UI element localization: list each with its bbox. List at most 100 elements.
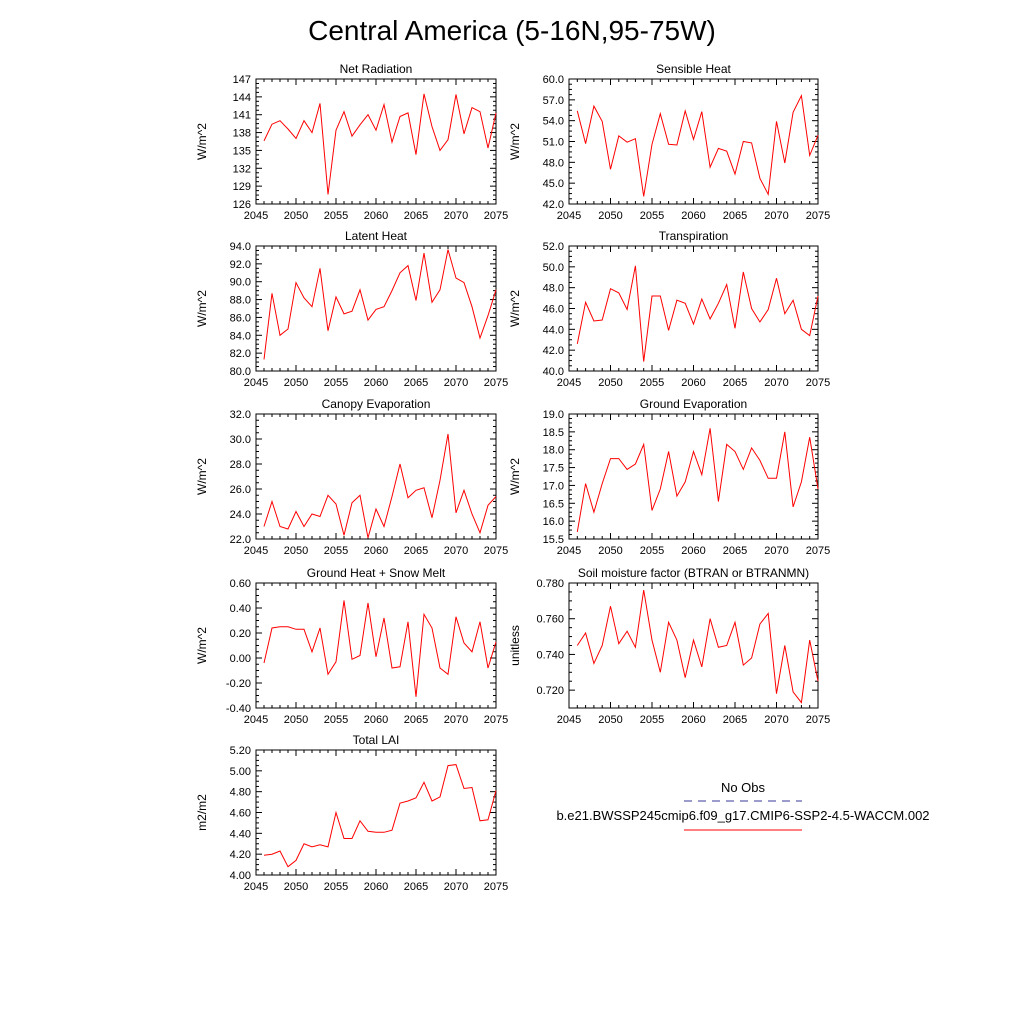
x-tick-label: 2065 (404, 210, 428, 222)
x-tick-label: 2075 (484, 714, 508, 726)
x-tick-label: 2065 (404, 714, 428, 726)
x-tick-label: 2060 (681, 545, 705, 557)
x-tick-label: 2060 (364, 714, 388, 726)
series-line (263, 93, 497, 195)
y-tick-label: 5.00 (230, 766, 251, 778)
legend-model-label: b.e21.BWSSP245cmip6.f09_g17.CMIP6-SSP2-4… (556, 808, 929, 823)
y-tick-label: 86.0 (230, 312, 251, 324)
y-tick-label: 15.5 (543, 534, 564, 546)
x-tick-label: 2055 (324, 377, 348, 389)
x-tick-label: 2055 (640, 545, 664, 557)
y-axis-label: W/m^2 (508, 458, 522, 495)
x-tick-label: 2070 (444, 210, 468, 222)
y-tick-label: 32.0 (230, 409, 251, 421)
y-tick-label: 0.720 (536, 685, 564, 697)
plot-frame (255, 78, 497, 205)
panel-8: Soil moisture factor (BTRAN or BTRANMN) u… (508, 566, 830, 726)
y-tick-label: 18.0 (543, 445, 564, 457)
y-axis-label: unitless (508, 625, 522, 666)
y-tick-label: 4.20 (230, 849, 251, 861)
plot-frame (568, 582, 819, 709)
y-tick-label: 4.00 (230, 870, 251, 882)
y-axis-label: W/m^2 (195, 627, 209, 664)
x-tick-label: 2060 (364, 545, 388, 557)
y-axis-label: W/m^2 (508, 123, 522, 160)
x-tick-label: 2065 (404, 881, 428, 893)
x-tick-label: 2045 (557, 210, 581, 222)
plot-frame (568, 245, 819, 372)
y-tick-label: 141 (233, 110, 251, 122)
y-tick-label: 46.0 (543, 304, 564, 316)
panel-title: Transpiration (659, 229, 729, 243)
y-tick-label: 80.0 (230, 366, 251, 378)
series-line (263, 249, 497, 360)
y-tick-label: 51.0 (543, 137, 564, 149)
y-tick-label: 4.40 (230, 828, 251, 840)
y-tick-label: 82.0 (230, 348, 251, 360)
y-tick-label: 0.40 (230, 603, 251, 615)
x-tick-label: 2070 (444, 714, 468, 726)
x-tick-label: 2060 (681, 714, 705, 726)
x-tick-label: 2065 (404, 545, 428, 557)
y-tick-label: 0.760 (536, 614, 564, 626)
panel-6: Ground Evaporation W/m^2 2045 2050 2055 2060 2… (508, 397, 830, 557)
panel-title: Sensible Heat (656, 62, 731, 76)
x-tick-label: 2075 (806, 714, 830, 726)
x-tick-label: 2060 (681, 377, 705, 389)
panel-title: Latent Heat (345, 229, 408, 243)
x-tick-label: 2070 (444, 545, 468, 557)
plot-frame (255, 582, 497, 709)
y-tick-label: 17.0 (543, 480, 564, 492)
x-tick-label: 2060 (364, 377, 388, 389)
x-tick-label: 2075 (484, 377, 508, 389)
series-line (576, 94, 819, 197)
y-axis-label: W/m^2 (195, 290, 209, 327)
y-tick-label: 129 (233, 181, 251, 193)
panel-3: Latent Heat W/m^2 2045 2050 2055 2060 2065 2070… (195, 229, 508, 389)
y-axis-label: W/m^2 (195, 123, 209, 160)
x-tick-label: 2050 (284, 545, 308, 557)
y-tick-label: 30.0 (230, 434, 251, 446)
x-tick-label: 2070 (764, 714, 788, 726)
x-tick-label: 2070 (764, 210, 788, 222)
panel-4: Transpiration W/m^2 2045 2050 2055 2060 2065 20… (508, 229, 830, 389)
y-tick-label: 50.0 (543, 262, 564, 274)
plot-frame (255, 749, 497, 876)
panel-7: Ground Heat + Snow Melt W/m^2 2045 2050 2055… (195, 566, 508, 726)
y-tick-label: 28.0 (230, 459, 251, 471)
figure-title: Central America (5-16N,95-75W) (308, 15, 716, 46)
y-tick-label: 144 (233, 92, 251, 104)
x-tick-label: 2070 (764, 545, 788, 557)
y-tick-label: 0.20 (230, 628, 251, 640)
y-tick-label: 54.0 (543, 116, 564, 128)
x-tick-label: 2075 (806, 377, 830, 389)
x-tick-label: 2050 (598, 377, 622, 389)
x-tick-label: 2060 (364, 210, 388, 222)
x-tick-label: 2045 (557, 545, 581, 557)
y-tick-label: 16.5 (543, 498, 564, 510)
plot-frame (568, 413, 819, 540)
x-tick-label: 2045 (244, 881, 268, 893)
panels-group: Net Radiation W/m^2 2045 2050 2055 2060 2065 20… (195, 62, 830, 893)
y-tick-label: 48.0 (543, 157, 564, 169)
y-tick-label: 92.0 (230, 259, 251, 271)
y-tick-label: 0.00 (230, 653, 251, 665)
x-tick-label: 2055 (324, 881, 348, 893)
x-tick-label: 2055 (324, 545, 348, 557)
panel-title: Canopy Evaporation (322, 397, 431, 411)
y-tick-label: 22.0 (230, 534, 251, 546)
y-axis-label: W/m^2 (508, 290, 522, 327)
x-tick-label: 2060 (681, 210, 705, 222)
y-axis-label: m2/m2 (195, 794, 209, 831)
y-tick-label: 45.0 (543, 178, 564, 190)
y-tick-label: 60.0 (543, 74, 564, 86)
x-tick-label: 2070 (764, 377, 788, 389)
x-tick-label: 2050 (598, 714, 622, 726)
x-tick-label: 2065 (723, 210, 747, 222)
y-tick-label: 0.60 (230, 578, 251, 590)
series-line (263, 433, 497, 538)
y-tick-label: 17.5 (543, 463, 564, 475)
panel-title: Total LAI (353, 733, 400, 747)
x-tick-label: 2050 (598, 210, 622, 222)
x-tick-label: 2060 (364, 881, 388, 893)
